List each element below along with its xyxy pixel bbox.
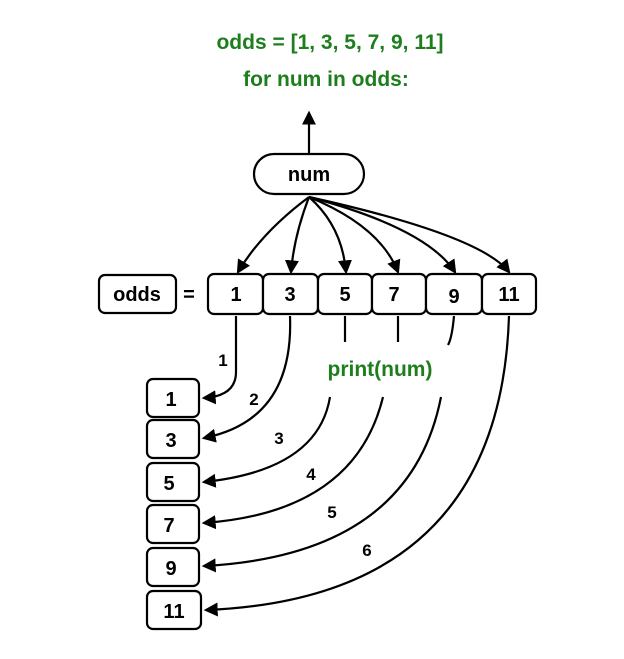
list-element-3-value: 5 [339, 284, 350, 306]
fan-arrow-3 [308, 196, 352, 275]
fan-arrow-5 [308, 195, 457, 274]
list-elements: 1 3 5 7 9 11 [206, 272, 538, 316]
output-box-6-value: 11 [163, 601, 184, 623]
output-values: 1 3 5 7 9 11 [145, 377, 203, 631]
output-box-1: 1 [145, 377, 201, 419]
output-box-6: 11 [145, 589, 203, 631]
fan-out-arrows [236, 195, 511, 275]
output-arrows [201, 315, 511, 617]
output-arrow-1 [201, 316, 238, 405]
output-box-1-value: 1 [165, 389, 176, 411]
list-element-2: 3 [261, 272, 320, 316]
list-element-1-value: 1 [230, 284, 241, 306]
output-arrow-6 [203, 315, 511, 617]
list-element-5: 9 [424, 272, 484, 316]
output-box-5-value: 9 [165, 558, 176, 580]
list-element-5-value: 9 [448, 286, 459, 308]
output-box-2: 3 [145, 418, 201, 460]
output-arrow-5a [447, 315, 456, 346]
list-element-6: 11 [480, 272, 538, 316]
fan-arrow-6 [308, 195, 511, 274]
list-element-4: 7 [370, 272, 428, 316]
odds-name-label: odds [113, 284, 161, 306]
list-element-6-value: 11 [498, 284, 519, 306]
output-box-3: 5 [145, 461, 201, 503]
fan-arrow-1 [236, 196, 310, 275]
output-box-4-value: 7 [163, 515, 174, 537]
output-arrow-3 [201, 396, 332, 488]
fan-arrow-2 [284, 196, 311, 275]
iteration-label-1: 1 [218, 351, 227, 370]
list-element-3: 5 [316, 272, 374, 316]
output-arrow-4 [201, 396, 385, 530]
odds-name-box: odds [97, 273, 178, 315]
iteration-label-4: 4 [306, 465, 316, 484]
output-arrow-2 [201, 315, 292, 443]
num-variable-box: num [252, 152, 366, 196]
num-label: num [288, 164, 330, 186]
code-line-for-loop: for num in odds: [243, 68, 409, 91]
iteration-labels: 1 2 3 4 5 6 [218, 351, 371, 560]
list-element-1: 1 [206, 272, 265, 316]
print-statement: print(num) [328, 358, 433, 381]
output-box-2-value: 3 [165, 430, 176, 452]
output-box-4: 7 [145, 503, 201, 545]
code-line-list-assignment: odds = [1, 3, 5, 7, 9, 11] [216, 31, 443, 54]
output-arrow-5 [201, 396, 443, 573]
iteration-label-5: 5 [327, 503, 336, 522]
fan-arrow-4 [308, 195, 401, 275]
iteration-label-2: 2 [249, 390, 258, 409]
output-box-5: 9 [145, 546, 201, 588]
equals-sign: = [183, 284, 195, 306]
iteration-label-3: 3 [274, 429, 283, 448]
output-box-3-value: 5 [163, 473, 174, 495]
iteration-label-6: 6 [362, 541, 371, 560]
list-element-4-value: 7 [388, 284, 399, 306]
list-element-2-value: 3 [284, 284, 295, 306]
